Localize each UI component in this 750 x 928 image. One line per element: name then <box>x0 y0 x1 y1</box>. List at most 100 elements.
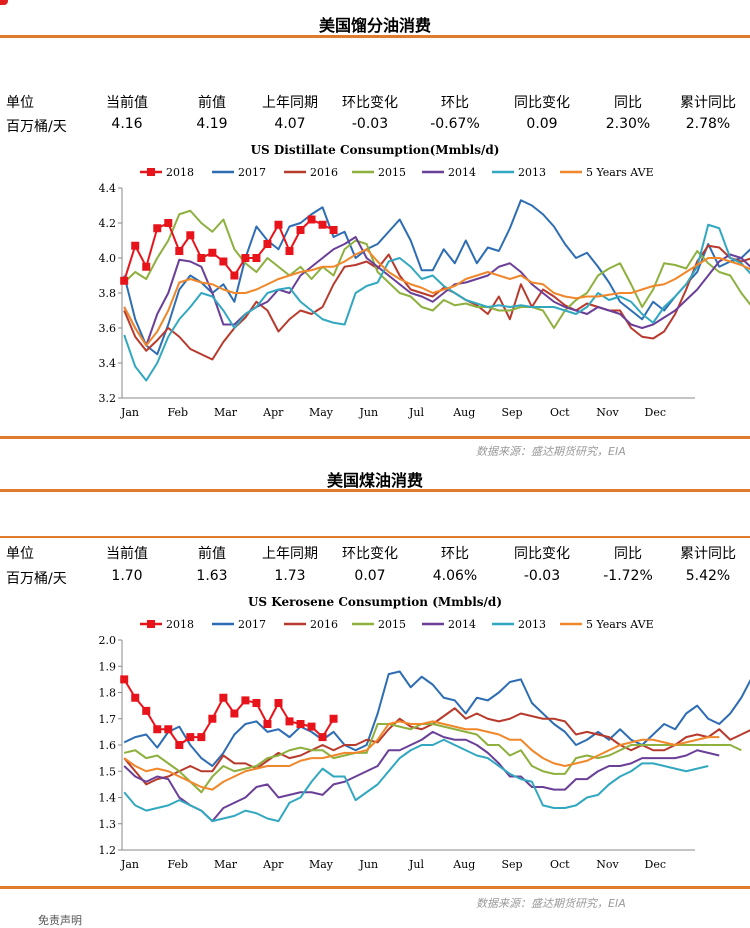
legend-label: 2017 <box>238 166 266 179</box>
stats-header-row: 单位 当前值 前值 上年同期 环比变化 环比 同比变化 同比 累计同比 <box>0 543 750 565</box>
x-tick-label: Jan <box>120 858 139 871</box>
x-tick-label: Apr <box>262 406 284 419</box>
data-point-2018 <box>164 725 173 734</box>
stats-header-2: 前值 <box>198 546 226 562</box>
stats-header-2: 前值 <box>198 95 226 111</box>
stats-value-6: -0.03 <box>523 568 561 584</box>
stats-header-3: 上年同期 <box>262 546 318 562</box>
legend-item: 2013 <box>492 618 546 631</box>
legend-label: 2015 <box>378 166 406 179</box>
data-point-2018 <box>318 220 327 229</box>
stats-header-8: 累计同比 <box>680 546 736 562</box>
x-tick-label: Sep <box>501 406 522 419</box>
legend-item: 2017 <box>212 166 266 179</box>
series-line-2017 <box>123 199 750 356</box>
x-tick-label: Jun <box>358 858 378 871</box>
x-tick-label: Feb <box>167 858 188 871</box>
data-point-2018 <box>208 714 217 723</box>
legend-marker <box>147 168 155 176</box>
stats-header-0: 单位 <box>6 546 34 562</box>
stats-header-5: 环比 <box>441 95 469 111</box>
chart-title: US Distillate Consumption(Mmbls/d) <box>250 143 500 157</box>
stats-header-8: 累计同比 <box>680 95 736 111</box>
data-point-2018 <box>230 271 239 280</box>
y-tick-label: 3.2 <box>99 392 117 405</box>
stats-header-7: 同比 <box>614 546 642 562</box>
stats-value-3: 4.07 <box>274 116 306 132</box>
y-tick-label: 1.9 <box>99 660 117 673</box>
series-line-2015 <box>123 723 742 794</box>
data-point-2018 <box>186 231 195 240</box>
y-tick-label: 1.5 <box>99 765 117 778</box>
section-divider <box>0 489 750 492</box>
series-line-5-years-ave <box>123 720 720 791</box>
section-divider <box>0 536 750 538</box>
data-point-2018 <box>307 215 316 224</box>
y-tick-label: 3.4 <box>99 357 117 370</box>
stats-value-5: -0.67% <box>430 116 480 132</box>
legend-item: 2013 <box>492 166 546 179</box>
series-line-2013 <box>123 738 709 823</box>
stats-value-row: 百万桶/天 4.16 4.19 4.07 -0.03 -0.67% 0.09 2.30% 2.7… <box>0 116 750 138</box>
data-point-2018 <box>186 733 195 742</box>
series-line-2016 <box>123 707 750 786</box>
x-tick-label: Feb <box>167 406 188 419</box>
data-point-2018 <box>329 226 338 234</box>
section-divider <box>0 436 750 439</box>
y-tick-label: 1.4 <box>99 792 117 805</box>
data-point-2018 <box>120 276 129 285</box>
legend-label: 2014 <box>448 618 476 631</box>
brand-mark <box>0 0 8 5</box>
stats-header-0: 单位 <box>6 95 34 111</box>
data-point-2018 <box>164 219 173 227</box>
stats-value-0: 百万桶/天 <box>6 571 67 587</box>
x-tick-label: Oct <box>550 406 570 419</box>
data-point-2018 <box>241 254 250 262</box>
legend-label: 2018 <box>166 166 194 179</box>
x-tick-label: Apr <box>262 858 284 871</box>
x-tick-label: Jan <box>120 406 139 419</box>
stats-value-0: 百万桶/天 <box>6 119 67 135</box>
x-tick-label: May <box>309 858 334 871</box>
data-point-2018 <box>252 699 261 707</box>
data-point-2018 <box>329 714 338 723</box>
y-tick-label: 4.2 <box>99 217 117 230</box>
y-tick-label: 3.8 <box>99 287 117 300</box>
legend-item: 2016 <box>284 618 338 631</box>
y-tick-label: 1.7 <box>99 713 117 726</box>
legend-label: 2017 <box>238 618 266 631</box>
section-title-kerosene: 美国煤油消费 <box>326 471 423 490</box>
section-divider <box>0 35 750 38</box>
series-line-2018 <box>123 678 335 746</box>
series-line-2013 <box>123 223 750 382</box>
legend-item: 5 Years AVE <box>560 166 654 179</box>
legend-item: 2018 <box>140 618 194 631</box>
chart-title: US Kerosene Consumption (Mmbls/d) <box>247 595 503 609</box>
data-point-2018 <box>120 675 129 684</box>
data-point-2018 <box>318 733 327 742</box>
legend-label: 2013 <box>518 166 546 179</box>
x-tick-label: Jul <box>408 858 424 871</box>
x-tick-label: Mar <box>214 406 238 419</box>
data-point-2018 <box>219 693 228 702</box>
legend-item: 2015 <box>352 618 406 631</box>
series-line-5-years-ave <box>123 248 750 347</box>
series-line-2014 <box>123 236 750 347</box>
stats-header-4: 环比变化 <box>342 546 398 562</box>
series-line-2014 <box>123 730 720 823</box>
data-point-2018 <box>153 725 162 734</box>
legend-item: 2018 <box>140 166 194 179</box>
data-point-2018 <box>285 247 294 255</box>
data-point-2018 <box>197 254 206 262</box>
x-tick-label: Oct <box>550 858 570 871</box>
x-tick-label: Jul <box>408 406 424 419</box>
data-point-2018 <box>274 220 283 229</box>
stats-value-4: -0.03 <box>351 116 389 132</box>
stats-value-3: 1.73 <box>274 568 306 584</box>
section-title-distillate: 美国馏分油消费 <box>318 16 431 35</box>
data-point-2018 <box>219 257 228 266</box>
y-tick-label: 1.2 <box>99 844 117 857</box>
series-line-2015 <box>123 209 750 329</box>
series-line-2017 <box>123 670 750 767</box>
x-tick-label: Jun <box>358 406 378 419</box>
